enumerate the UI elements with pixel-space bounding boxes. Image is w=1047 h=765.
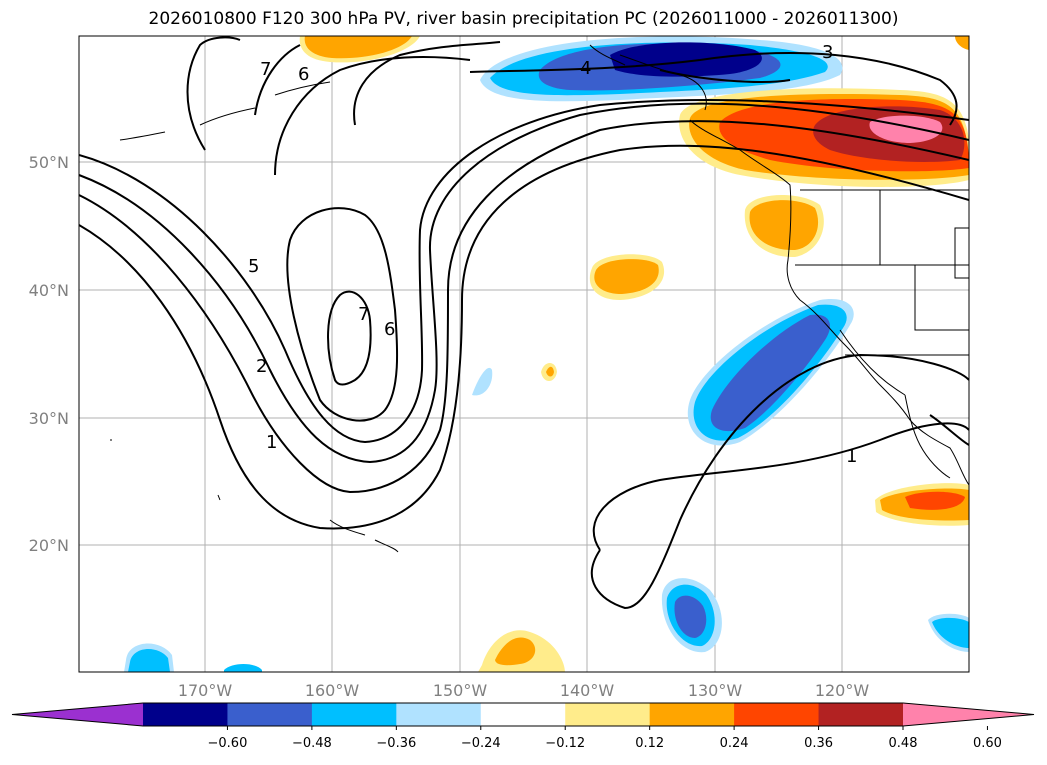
colorbar-segment (649, 703, 735, 726)
contour-label: 6 (298, 64, 309, 85)
colorbar-tick-label: −0.12 (545, 736, 585, 751)
lon-label: 140°W (560, 681, 615, 700)
colorbar-tick-label: −0.24 (461, 736, 501, 751)
colorbar-tick-label: −0.60 (208, 736, 248, 751)
contour-labels: 7 6 5 2 1 3 4 7 6 1 (248, 42, 857, 467)
lon-label: 120°W (815, 681, 870, 700)
lat-label: 40°N (29, 281, 69, 300)
contour-label: 1 (846, 446, 857, 467)
contour-label: 4 (580, 58, 591, 79)
contour-label: 6 (384, 319, 395, 340)
colorbar-segment (311, 703, 397, 726)
contour-label: 7 (358, 304, 369, 325)
colorbar (11, 702, 1035, 727)
colorbar-tick-label: 0.60 (973, 736, 1002, 751)
colorbar-segment (143, 703, 228, 726)
colorbar-segment (480, 703, 566, 726)
colorbar-tick-label: −0.36 (376, 736, 416, 751)
coastlines (110, 44, 969, 553)
pv-contours (79, 36, 969, 610)
longitude-labels: 170°W 160°W 150°W 140°W 130°W 120°W (178, 681, 870, 700)
contour-label: 7 (260, 59, 271, 80)
latitude-labels: 50°N 40°N 30°N 20°N (29, 153, 69, 555)
contour-label: 3 (822, 42, 833, 63)
map-frame (78, 35, 970, 673)
gridlines (79, 36, 969, 672)
colorbar-extend-low (12, 703, 143, 726)
contour-label: 2 (256, 356, 267, 377)
lat-label: 50°N (29, 153, 69, 172)
colorbar-segment (565, 703, 651, 726)
lon-label: 130°W (688, 681, 743, 700)
colorbar-tick-label: 0.36 (804, 736, 833, 751)
colorbar-segment (818, 703, 904, 726)
colorbar-segment (396, 703, 482, 726)
colorbar-tick-label: −0.48 (292, 736, 332, 751)
lon-label: 160°W (305, 681, 360, 700)
colorbar-tick-label: 0.48 (889, 736, 918, 751)
lon-label: 170°W (178, 681, 233, 700)
colorbar-outline (11, 702, 1035, 727)
colorbar-tick-label: 0.24 (720, 736, 749, 751)
colorbar-extend-high (903, 703, 1034, 726)
contour-label: 5 (248, 256, 259, 277)
colorbar-ticks: −0.60 −0.48 −0.36 −0.24 −0.12 0.12 0.24 0.36 0.4… (208, 726, 1002, 751)
lat-label: 20°N (29, 536, 69, 555)
colorbar-tick-label: 0.12 (635, 736, 664, 751)
contour-label: 1 (266, 432, 277, 453)
colorbar-segment (734, 703, 820, 726)
lon-label: 150°W (433, 681, 488, 700)
map-title: 2026010800 F120 300 hPa PV, river basin … (148, 9, 899, 29)
colorbar-segment (227, 703, 313, 726)
lat-label: 30°N (29, 409, 69, 428)
